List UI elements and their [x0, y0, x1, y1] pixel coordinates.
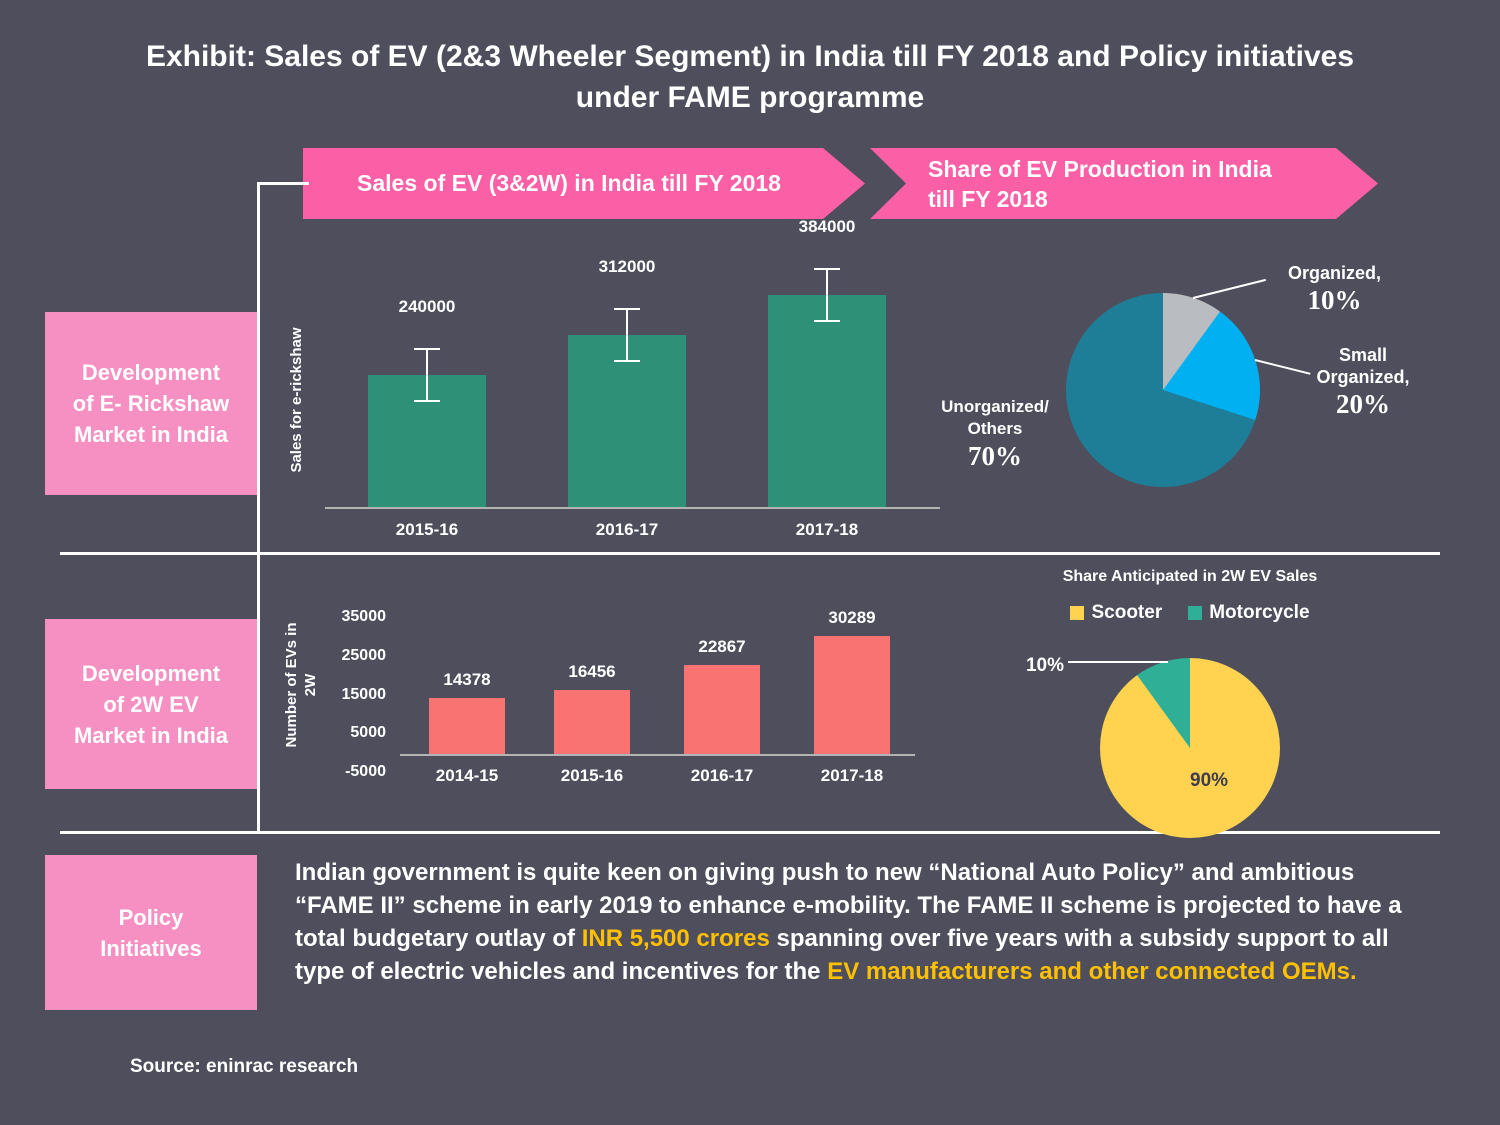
- connector-horizontal-line: [257, 182, 309, 185]
- bar-value-label: 14378: [443, 669, 491, 689]
- bar-value-label: 16456: [568, 661, 616, 681]
- callout-small-organized-value: 20%: [1336, 389, 1390, 419]
- bar-value-label: 22867: [698, 637, 746, 656]
- bar-2015-16: [554, 689, 630, 754]
- bar-value-label: 384000: [798, 217, 856, 237]
- bar-2014-15: [429, 697, 505, 754]
- pie1-callout-unorganized: Unorganized/ Others 70%: [928, 396, 1062, 472]
- bar-2017-18: [768, 295, 886, 507]
- callout-organized-value: 10%: [1307, 285, 1362, 315]
- bar-value-label: 312000: [598, 257, 656, 277]
- x-axis-category: 2015-16: [395, 520, 459, 539]
- legend-item-motorcycle: Motorcycle: [1188, 602, 1310, 624]
- bar-value-label: 240000: [398, 296, 456, 316]
- erickshaw-bar-chart: 240000 312000 384000 2015-16 2016-17 2017-18: [325, 217, 940, 539]
- production-share-pie-chart: [1066, 293, 1260, 487]
- scooter-swatch: [1070, 606, 1085, 620]
- page-title: Exhibit: Sales of EV (2&3 Wheeler Segmen…: [145, 40, 1355, 114]
- y-axis-tick: 15000: [341, 685, 387, 703]
- y-axis-tick: 35000: [341, 608, 387, 625]
- policy-highlight: EV manufacturers and other connected OEM…: [827, 958, 1357, 985]
- error-bar: [614, 308, 640, 363]
- section-divider-top: [60, 552, 1440, 555]
- pie1-leader-organized: [1192, 278, 1267, 299]
- banner-share-label: Share of EV Production in India till FY …: [928, 155, 1272, 212]
- pie2-scooter-pct: 90%: [1190, 770, 1229, 791]
- callout-small-organized-label-2: Organized,: [1316, 367, 1410, 387]
- section-divider-bottom: [60, 831, 1440, 834]
- x-axis-line: [400, 753, 915, 756]
- pie1-callout-organized: Organized, 10%: [1262, 262, 1407, 316]
- erickshaw-y-axis-title: Sales for e-rickshaw: [288, 327, 305, 473]
- callout-unorganized-label-2: Others: [967, 419, 1023, 438]
- 2w-sales-share-pie-chart: [1100, 658, 1280, 838]
- error-bar: [414, 347, 440, 402]
- y-axis-tick: 5000: [350, 724, 386, 742]
- policy-highlight: INR 5,500 crores: [581, 925, 770, 952]
- pie2-motorcycle-pct: 10%: [1025, 655, 1064, 676]
- error-bar: [814, 268, 840, 323]
- side-box-2w-ev: Development of 2W EV Market in India: [45, 619, 257, 789]
- side-box-erickshaw: Development of E- Rickshaw Market in Ind…: [45, 312, 257, 495]
- bar-value-label: 30289: [828, 608, 876, 628]
- x-axis-category: 2014-15: [435, 766, 499, 785]
- side-box-policy: Policy Initiatives: [45, 855, 257, 1010]
- y-axis-tick: 25000: [341, 646, 387, 664]
- bar-2016-17: [568, 335, 686, 507]
- 2w-pie-legend: Scooter Motorcycle: [1010, 602, 1370, 624]
- callout-unorganized-label-1: Unorganized/: [941, 397, 1049, 416]
- bar-2016-17: [684, 665, 760, 754]
- x-axis-category: 2016-17: [595, 520, 659, 539]
- callout-small-organized-label-1: Small: [1338, 345, 1388, 365]
- x-axis-category: 2015-16: [560, 766, 624, 785]
- connector-vertical-line: [257, 182, 260, 832]
- legend-label-motorcycle: Motorcycle: [1209, 602, 1310, 623]
- pie1-callout-small-organized: Small Organized, 20%: [1288, 344, 1438, 420]
- callout-unorganized-value: 70%: [968, 441, 1022, 471]
- x-axis-category: 2016-17: [690, 766, 754, 785]
- y-axis-tick: -5000: [345, 763, 386, 780]
- x-axis-category: 2017-18: [820, 766, 884, 785]
- callout-organized-label: Organized,: [1287, 263, 1381, 283]
- legend-item-scooter: Scooter: [1070, 602, 1162, 624]
- banner-share-production: Share of EV Production in India till FY …: [870, 148, 1378, 219]
- policy-segment: Indian government is quite keen on givin…: [295, 859, 1402, 952]
- side-box-2w-ev-label: Development of 2W EV Market in India: [73, 660, 229, 748]
- two-wheeler-bar-chart: 14378 16456 22867 30289 2014-15 2015-16 2016-1…: [342, 608, 915, 785]
- policy-text: Indian government is quite keen on givin…: [295, 856, 1435, 988]
- side-box-erickshaw-label: Development of E- Rickshaw Market in Ind…: [72, 360, 230, 447]
- pie2-leader-motorcycle: [1068, 661, 1168, 663]
- source-note: Source: eninrac research: [130, 1056, 359, 1077]
- banner-sales-label: Sales of EV (3&2W) in India till FY 2018: [357, 170, 781, 196]
- 2w-pie-title: Share Anticipated in 2W EV Sales: [1062, 568, 1318, 585]
- bar-2017-18: [814, 636, 890, 754]
- motorcycle-swatch: [1188, 606, 1203, 620]
- banner-sales-ev: Sales of EV (3&2W) in India till FY 2018: [303, 148, 865, 219]
- 2w-y-axis-title: Number of EVs in 2W: [283, 622, 319, 748]
- policy-segment: spanning over five years with a subsidy …: [295, 925, 1389, 985]
- legend-label-scooter: Scooter: [1091, 602, 1163, 623]
- x-axis-line: [325, 507, 940, 509]
- x-axis-category: 2017-18: [795, 520, 859, 539]
- side-box-policy-label: Policy Initiatives: [100, 904, 202, 961]
